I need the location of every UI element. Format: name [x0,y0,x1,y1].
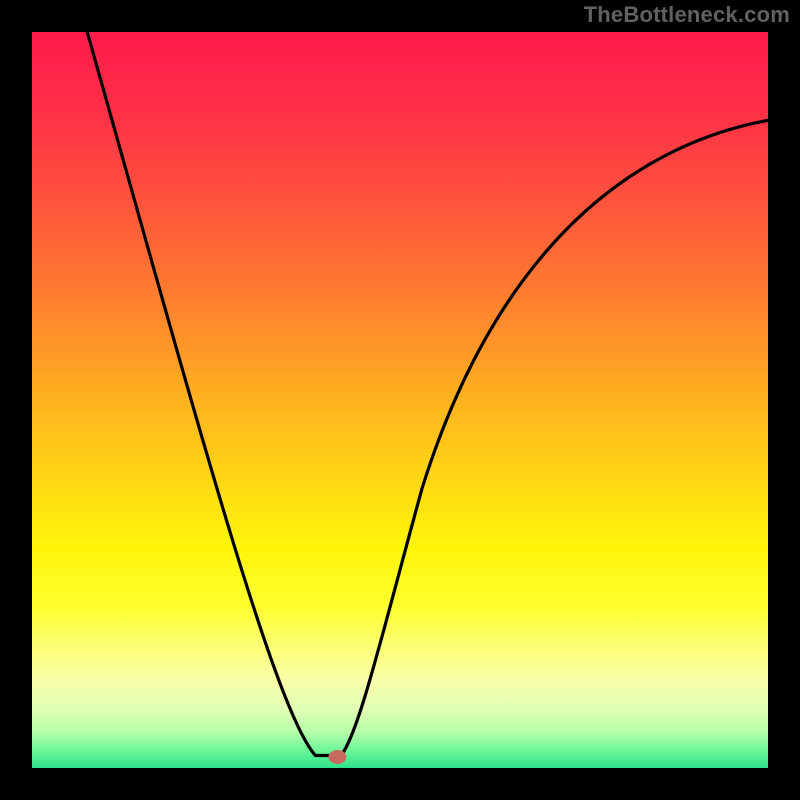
chart-container: TheBottleneck.com [0,0,800,800]
plot-background [32,32,768,768]
optimal-marker [328,750,346,764]
bottleneck-chart [0,0,800,800]
